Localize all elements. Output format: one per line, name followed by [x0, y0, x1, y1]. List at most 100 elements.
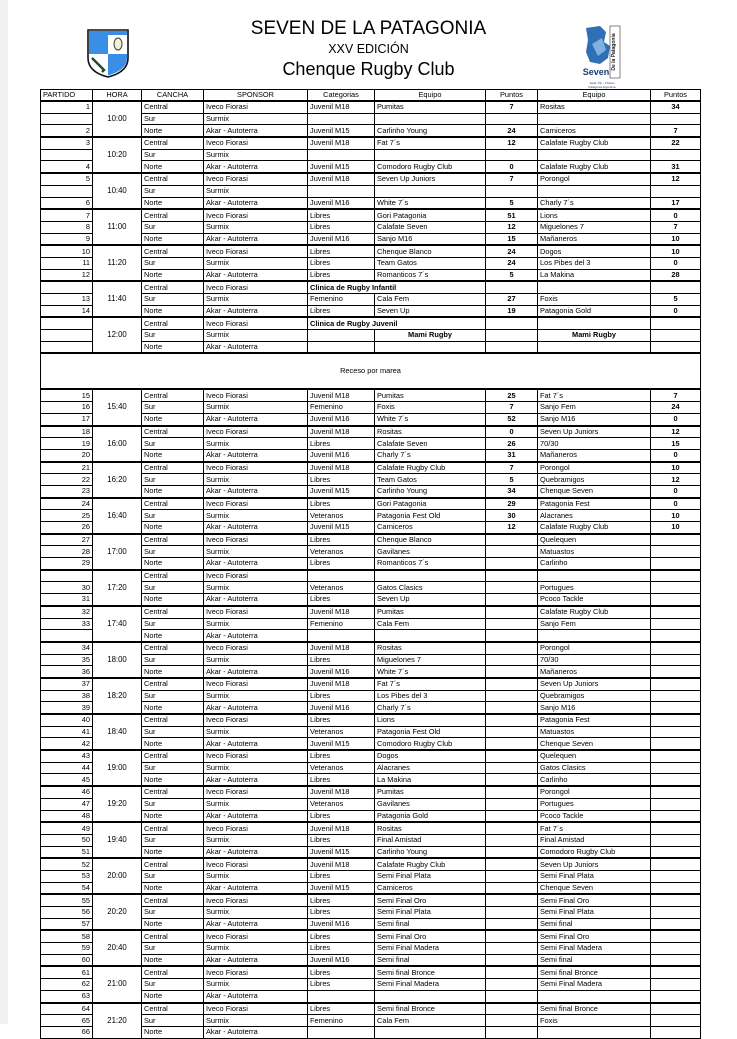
sponsor: Akar - Autoterra: [203, 1025, 308, 1039]
sponsor: Surmix: [203, 509, 308, 522]
equipo-visitante: Semi Final Madera: [537, 978, 651, 991]
puntos-local: [485, 833, 538, 847]
partido-number: 3: [40, 136, 93, 150]
hora-time: 18:20: [92, 676, 142, 715]
equipo-visitante: Sanjo M16: [537, 701, 651, 715]
match-row: 1 10:00 Central Iveco Fiorasi Juvenil M18 Pum…: [40, 99, 701, 138]
puntos-visitante: [650, 701, 701, 715]
edition-subtitle: XXV EDICIÓN: [328, 42, 409, 56]
cancha: Norte: [141, 809, 204, 823]
puntos-visitante: 0: [650, 208, 701, 222]
sponsor: Iveco Fiorasi: [203, 388, 308, 403]
match-row: 55 20:20 Central Iveco Fiorasi Libres Semi Fi…: [40, 893, 701, 931]
puntos-local: 12: [485, 136, 538, 150]
equipo-local: [374, 989, 486, 1004]
categoria: Veteranos: [307, 545, 375, 559]
categoria: Juvenil M15: [307, 845, 375, 859]
equipo-visitante: [537, 340, 651, 354]
puntos-visitante: 0: [650, 256, 701, 270]
categoria: Libres: [307, 220, 375, 234]
equipo-local: Carlinho Young: [374, 484, 486, 499]
partido-number: 21: [40, 460, 93, 475]
puntos-visitante: [650, 989, 701, 1004]
hora-time: 19:20: [92, 785, 142, 823]
match-row: 16 Sur Surmix Femenino Foxis 7 Sanjo Fem 24: [40, 401, 701, 414]
match-row: 3 10:20 Central Iveco Fiorasi Juvenil M18 Fat…: [40, 136, 701, 174]
puntos-local: [485, 749, 538, 763]
partido-number: 64: [40, 1001, 93, 1016]
partido-number: 59: [40, 942, 93, 955]
puntos-visitante: 0: [650, 448, 701, 463]
hora-time: 17:00: [92, 532, 142, 571]
cancha: Norte: [141, 737, 204, 751]
partido-number: 13: [40, 293, 93, 306]
sponsor: Surmix: [203, 869, 308, 883]
partido-number: 34: [40, 640, 93, 655]
equipo-visitante: Patagonia Gold: [537, 304, 651, 318]
cancha: Norte: [141, 484, 204, 499]
cancha: Sur: [141, 653, 204, 667]
sponsor: Akar - Autoterra: [203, 881, 308, 895]
equipo-local: Rositas: [374, 640, 486, 655]
cancha: Norte: [141, 448, 204, 463]
equipo-visitante: Mañaneros: [537, 232, 651, 246]
categoria: Libres: [307, 809, 375, 823]
categoria: Juvenil M18: [307, 460, 375, 475]
partido-number: 37: [40, 676, 93, 691]
cancha: Sur: [141, 293, 204, 306]
sponsor: Iveco Fiorasi: [203, 496, 308, 511]
equipo-local: Gavilanes: [374, 797, 486, 811]
categoria: Libres: [307, 906, 375, 919]
cancha: Central: [141, 244, 204, 258]
equipo-visitante: Chenque Seven: [537, 737, 651, 751]
puntos-visitante: 0: [650, 484, 701, 499]
partido-number: 66: [40, 1025, 93, 1039]
cancha: Norte: [141, 232, 204, 246]
puntos-local: [485, 965, 538, 980]
categoria: Femenino: [307, 293, 375, 306]
puntos-local: [485, 978, 538, 991]
equipo-visitante: Pcoco Tackle: [537, 593, 651, 607]
clinic-label: Clinica de Rugby Infantil: [307, 280, 486, 295]
categoria: Veteranos: [307, 509, 375, 522]
cancha: Norte: [141, 196, 204, 210]
categoria: Libres: [307, 965, 375, 980]
puntos-local: [485, 906, 538, 919]
equipo-local: La Makina: [374, 773, 486, 787]
equipo-local: Romanticos 7´s: [374, 557, 486, 571]
puntos-local: [485, 532, 538, 547]
cancha: Sur: [141, 329, 204, 342]
hora-time: 21:20: [92, 1001, 142, 1039]
equipo-visitante: [537, 989, 651, 1004]
cancha: Central: [141, 99, 204, 114]
categoria: Veteranos: [307, 797, 375, 811]
categoria: Libres: [307, 689, 375, 703]
puntos-local: 30: [485, 509, 538, 522]
puntos-visitante: [650, 545, 701, 559]
categoria: Veteranos: [307, 581, 375, 595]
partido-number: 52: [40, 857, 93, 871]
cancha: Sur: [141, 437, 204, 450]
puntos-visitante: [650, 749, 701, 763]
svg-text:Patagonia Argentina: Patagonia Argentina: [588, 85, 615, 89]
equipo-local: Pumitas: [374, 604, 486, 619]
match-row: 12:00 Central Iveco Fiorasi Clinica de Rugb…: [40, 316, 701, 354]
partido-number: 24: [40, 496, 93, 511]
partido-number: 55: [40, 893, 93, 908]
sponsor: Akar - Autoterra: [203, 124, 308, 138]
partido-number: 5: [40, 172, 93, 186]
col-partido: PARTIDO: [40, 89, 93, 102]
equipo-visitante: Fat 7´s: [537, 388, 651, 403]
seven-de-la-patagonia-logo: De la Patagonia Seven Sede Tilo - Chubut…: [583, 25, 621, 89]
page-edge: [0, 0, 8, 1024]
sponsor: Akar - Autoterra: [203, 701, 308, 715]
sponsor: Surmix: [203, 725, 308, 739]
puntos-visitante: [650, 712, 701, 727]
partido-number: 48: [40, 809, 93, 823]
puntos-visitante: [650, 942, 701, 955]
equipo-visitante: Calafate Rugby Club: [537, 160, 651, 174]
match-row: 18 16:00 Central Iveco Fiorasi Juvenil M18 Ro…: [40, 424, 701, 463]
cancha: Sur: [141, 256, 204, 270]
sponsor: Akar - Autoterra: [203, 160, 308, 174]
equipo-visitante: Porongol: [537, 785, 651, 799]
